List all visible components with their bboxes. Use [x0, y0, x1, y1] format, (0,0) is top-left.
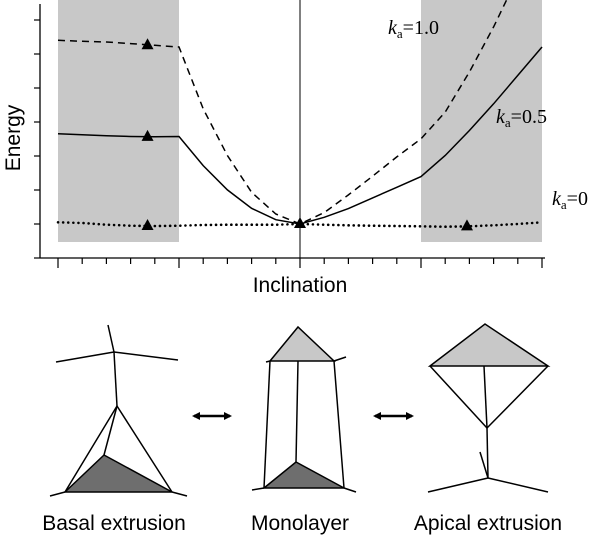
basal-branch-left [55, 351, 115, 363]
apical-extrusion-diagram [427, 323, 551, 493]
basal-extruding-cell [63, 454, 173, 493]
apical-left-edge [429, 365, 488, 429]
apical-branch-right [487, 477, 549, 493]
cell-diagrams [49, 323, 551, 497]
x-ticks [57, 258, 543, 268]
monolayer-right-wall [333, 360, 345, 489]
monolayer-top-edge-right [333, 356, 347, 362]
minima-markers [141, 38, 473, 231]
monolayer-inner-edge [295, 360, 299, 463]
minimum-marker [294, 217, 306, 228]
label-apical-extrusion: Apical extrusion [414, 512, 562, 535]
basal-inner-edge [103, 405, 118, 456]
minimum-marker [141, 219, 154, 231]
basal-base-right [171, 491, 188, 497]
label-basal-extrusion: Basal extrusion [42, 512, 186, 535]
label-monolayer: Monolayer [251, 512, 349, 535]
monolayer-top-edge-left [265, 360, 271, 363]
apical-extruding-cell [427, 323, 551, 367]
monolayer-left-wall [263, 360, 271, 489]
basal-branch-right [113, 351, 179, 361]
x-axis-label: Inclination [253, 274, 348, 297]
series-label-ka-0: ka=0 [552, 188, 588, 212]
monolayer-diagram [251, 325, 357, 493]
apical-branch-left [427, 477, 489, 493]
monolayer-base-left [251, 487, 265, 491]
y-ticks [34, 19, 40, 259]
apical-inner-edge [483, 365, 488, 429]
basal-extrusion-diagram [49, 324, 188, 497]
monolayer-basal-cell [261, 461, 345, 489]
series-label-ka-1.0: ka=1.0 [388, 17, 439, 41]
basal-branch-up [107, 324, 115, 353]
apical-branch-up [479, 451, 489, 479]
minimum-marker [141, 129, 154, 141]
series-label-ka-0.5: ka=0.5 [496, 106, 547, 130]
apical-shaded-region [421, 0, 542, 242]
monolayer-apical-cell [268, 325, 336, 362]
monolayer-base-right [343, 487, 357, 493]
basal-stalk [113, 351, 118, 407]
basal-base-left [49, 491, 66, 497]
minimum-marker [141, 38, 154, 50]
y-axis-label: Energy [2, 104, 25, 171]
series-line-ka-0 [56, 221, 544, 229]
apical-right-edge [486, 365, 549, 429]
minimum-marker [460, 219, 473, 231]
apical-stalk [486, 427, 489, 479]
energy-chart: ka=1.0 ka=0.5 ka=0 Energy Inclination [2, 0, 588, 297]
basal-shaded-region [58, 0, 179, 242]
